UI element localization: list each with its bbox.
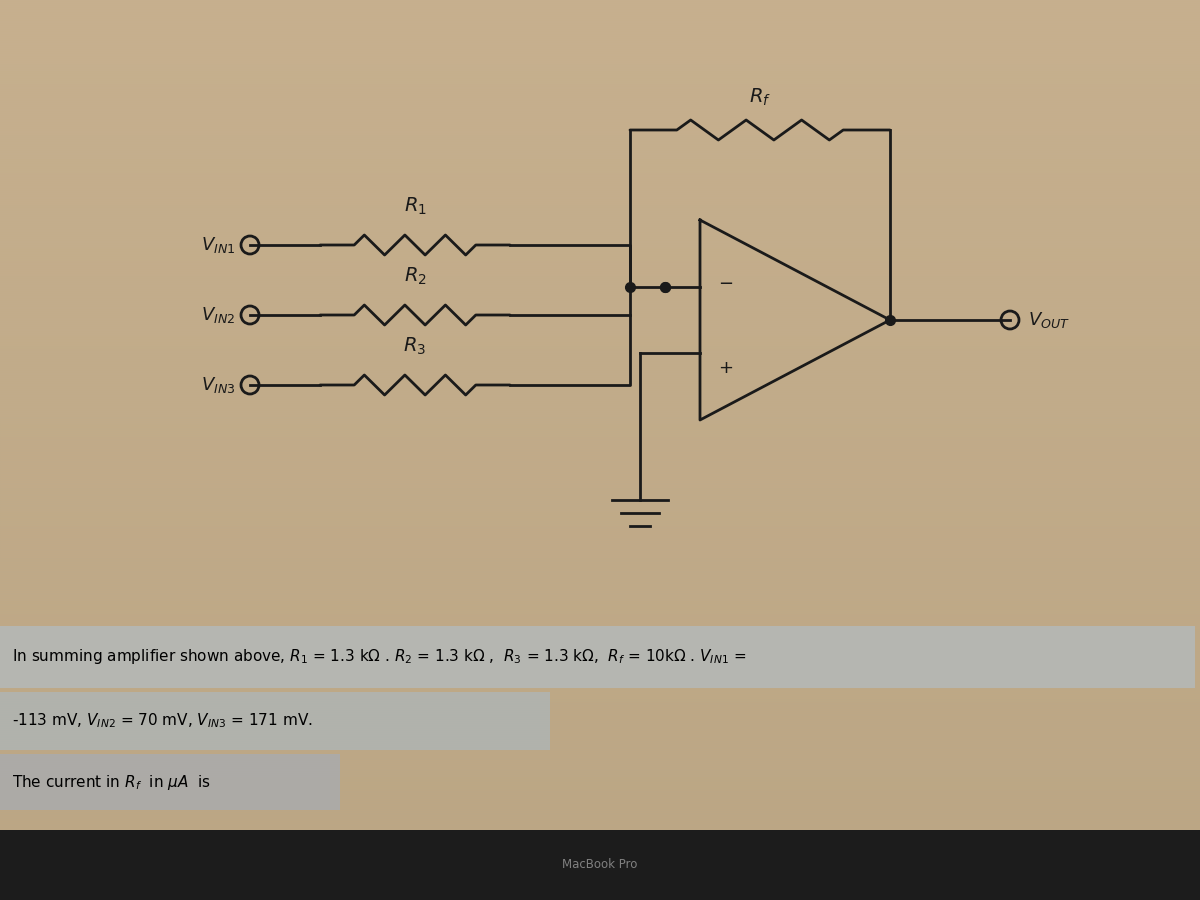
Text: $R_1$: $R_1$ bbox=[403, 195, 426, 217]
Text: $V_{IN1}$: $V_{IN1}$ bbox=[200, 235, 235, 255]
Bar bbox=[0, 830, 1200, 900]
Text: $V_{IN2}$: $V_{IN2}$ bbox=[200, 305, 235, 325]
FancyBboxPatch shape bbox=[0, 626, 1195, 688]
Text: In summing amplifier shown above, $R_1$ = 1.3 k$\Omega$ . $R_2$ = 1.3 k$\Omega$ : In summing amplifier shown above, $R_1$ … bbox=[12, 647, 746, 667]
Text: $R_f$: $R_f$ bbox=[749, 86, 772, 108]
Text: MacBook Pro: MacBook Pro bbox=[563, 859, 637, 871]
Text: $-$: $-$ bbox=[718, 273, 733, 291]
Text: -113 mV, $V_{IN2}$ = 70 mV, $V_{IN3}$ = 171 mV.: -113 mV, $V_{IN2}$ = 70 mV, $V_{IN3}$ = … bbox=[12, 712, 313, 731]
Text: $V_{IN3}$: $V_{IN3}$ bbox=[200, 375, 235, 395]
Text: $R_2$: $R_2$ bbox=[403, 266, 426, 287]
Text: $R_3$: $R_3$ bbox=[403, 336, 426, 357]
FancyBboxPatch shape bbox=[0, 692, 550, 750]
Text: $+$: $+$ bbox=[718, 359, 733, 377]
Text: $V_{OUT}$: $V_{OUT}$ bbox=[1028, 310, 1070, 330]
FancyBboxPatch shape bbox=[0, 754, 340, 810]
Text: The current in $R_f$  in $\mu A$  is: The current in $R_f$ in $\mu A$ is bbox=[12, 772, 211, 791]
